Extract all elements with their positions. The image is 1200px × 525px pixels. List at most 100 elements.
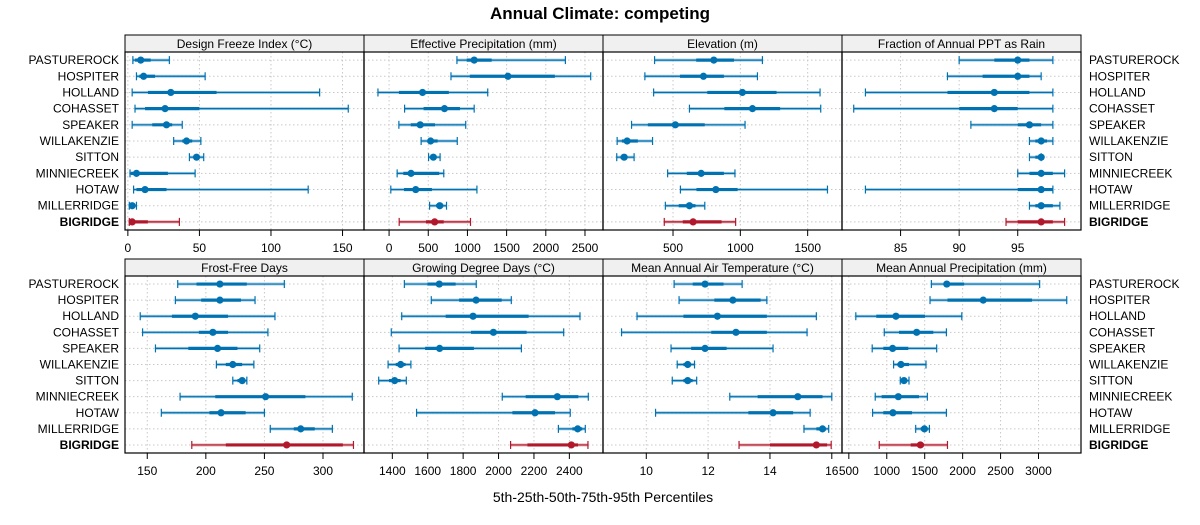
median-point (238, 376, 246, 385)
median-point (141, 185, 149, 194)
median-point (684, 376, 692, 385)
median-point (261, 393, 270, 401)
x-tick-label: 95 (1011, 241, 1025, 255)
percentile-mark (132, 56, 170, 65)
percentile-mark (1028, 153, 1045, 162)
panel-title: Mean Annual Precipitation (mm) (876, 261, 1047, 275)
panel-8: Mean Annual Precipitation (mm) 500 1000 150… (839, 258, 1179, 478)
x-tick-label: 10 (640, 464, 654, 478)
x-tick-label: 0 (125, 241, 132, 255)
percentile-mark (403, 280, 477, 289)
y-category-label-right: HOLLAND (1089, 309, 1146, 323)
median-point (900, 376, 908, 385)
x-tick-label: 2500 (572, 241, 599, 255)
median-point (429, 153, 437, 161)
median-point (699, 72, 708, 80)
chart-title: Annual Climate: competing (489, 4, 711, 23)
x-tick-label: 85 (894, 241, 908, 255)
median-point (897, 360, 905, 369)
percentile-mark (1017, 169, 1066, 178)
median-point (729, 296, 737, 304)
panel-border (841, 51, 1082, 231)
percentile-mark (141, 328, 269, 337)
median-point (1014, 56, 1022, 64)
percentile-mark (135, 72, 206, 81)
median-point (132, 169, 141, 177)
x-tick-label: 0 (386, 241, 393, 255)
percentile-mark (134, 104, 349, 113)
median-point (283, 441, 291, 449)
y-category-label-right: MINNIECREEK (1089, 166, 1172, 180)
percentile-mark (179, 392, 353, 401)
percentile-mark (663, 217, 737, 226)
y-category-label-left: SPEAKER (62, 341, 119, 355)
median-point (1037, 153, 1045, 161)
median-point (140, 72, 148, 80)
y-category-label-right: SPEAKER (1089, 118, 1146, 132)
median-point (167, 88, 175, 97)
y-category-label-right: SPEAKER (1089, 341, 1146, 355)
median-point (732, 328, 740, 336)
percentile-mark (620, 328, 808, 337)
y-category-label-right: COHASSET (1089, 325, 1156, 339)
percentile-mark (678, 296, 768, 305)
panel-title: Fraction of Annual PPT as Rain (878, 37, 1045, 51)
percentile-mark (174, 296, 256, 305)
panel-border (602, 275, 843, 454)
percentile-mark (128, 201, 138, 210)
y-category-label-right: BIGRIDGE (1089, 438, 1148, 452)
percentile-mark (930, 280, 1041, 289)
percentile-mark (878, 440, 949, 449)
median-point (489, 328, 498, 336)
median-point (416, 121, 424, 129)
percentile-mark (430, 296, 512, 305)
median-point (504, 72, 512, 80)
median-point (217, 409, 225, 417)
y-category-label-left: WILLAKENZIE (40, 134, 119, 148)
y-category-label-right: HOTAW (1089, 183, 1133, 197)
x-tick-label: 2000 (949, 464, 976, 478)
percentile-mark (946, 72, 1042, 81)
x-tick-label: 1000 (873, 464, 900, 478)
y-category-label-left: COHASSET (53, 325, 120, 339)
x-tick-label: 1000 (727, 241, 754, 255)
x-tick-label: 1000 (454, 241, 481, 255)
median-point (427, 137, 435, 145)
median-point (128, 218, 136, 226)
percentile-mark (929, 296, 1068, 305)
percentile-mark (215, 360, 255, 369)
y-category-label-left: SITTON (75, 150, 119, 164)
median-point (229, 360, 237, 369)
median-point (1025, 121, 1034, 129)
panel-3: Elevation (m) 500 1000 1500 (602, 34, 843, 255)
median-point (182, 137, 191, 145)
x-tick-label: 2000 (532, 241, 559, 255)
x-tick-label: 100 (261, 241, 281, 255)
median-point (574, 425, 582, 433)
percentile-mark (177, 280, 285, 289)
percentile-mark (427, 153, 441, 162)
median-point (216, 280, 224, 288)
median-point (701, 344, 709, 353)
median-point (920, 425, 928, 433)
percentile-mark (396, 169, 445, 178)
percentile-mark (390, 185, 478, 194)
median-point (162, 121, 171, 129)
y-category-label-left: PASTUREROCK (29, 53, 119, 67)
median-point (161, 105, 169, 113)
percentile-mark (616, 153, 635, 162)
median-point (818, 425, 827, 433)
percentile-mark (738, 440, 832, 449)
median-point (435, 344, 444, 353)
median-point (671, 121, 679, 129)
percentile-mark (874, 392, 928, 401)
x-tick-label: 1500 (794, 241, 821, 255)
x-tick-label: 150 (333, 241, 353, 255)
x-tick-label: 12 (701, 464, 715, 478)
percentile-mark (855, 312, 963, 321)
panel-5: Frost-Free Days 150 200 250 300 PASTUREROCK HO… (29, 258, 365, 478)
median-point (216, 296, 224, 304)
percentile-mark (428, 201, 448, 210)
median-point (620, 153, 628, 161)
median-point (713, 312, 721, 320)
